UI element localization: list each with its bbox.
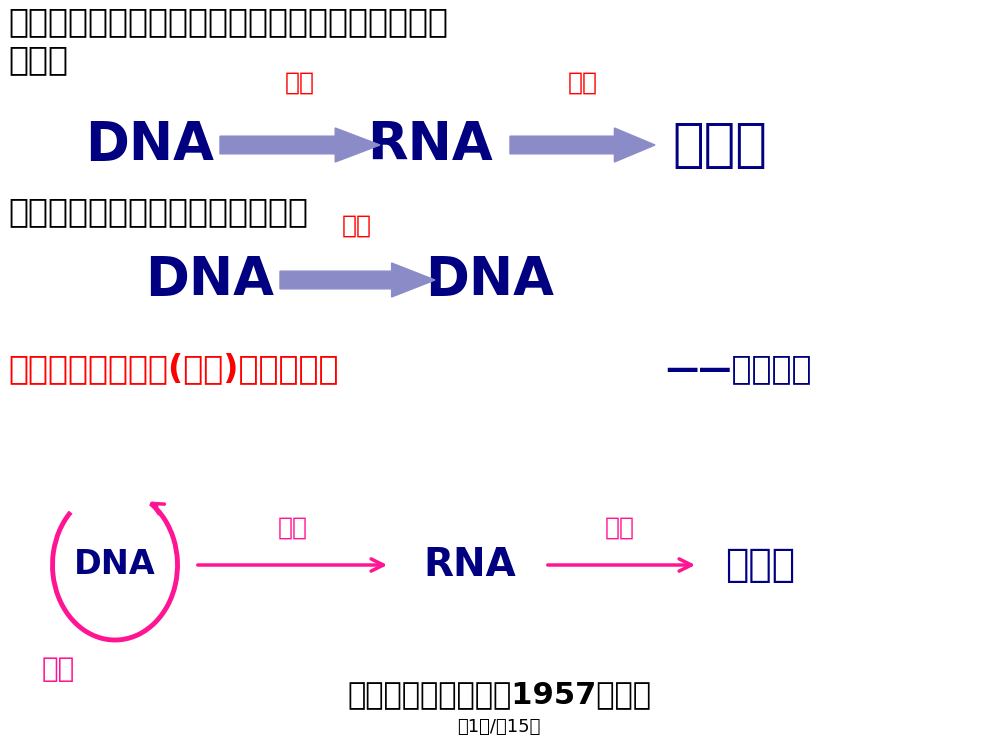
Text: 转录: 转录 — [278, 516, 308, 540]
Text: 遗传信息在什么过程发生了传递？: 遗传信息在什么过程发生了传递？ — [8, 195, 308, 228]
Text: RNA: RNA — [424, 546, 516, 584]
Text: 翻译: 翻译 — [568, 71, 598, 95]
Text: 复制: 复制 — [41, 655, 75, 683]
Text: DNA: DNA — [86, 119, 215, 171]
Text: 根据基因指导蛋白质的合成过程画一张遗传信息流: 根据基因指导蛋白质的合成过程画一张遗传信息流 — [8, 5, 448, 38]
Text: DNA: DNA — [426, 254, 554, 306]
Text: 程图：: 程图： — [8, 43, 68, 76]
Text: RNA: RNA — [367, 119, 493, 171]
FancyArrow shape — [280, 263, 435, 297]
Text: 转录: 转录 — [285, 71, 315, 95]
FancyArrow shape — [220, 128, 380, 162]
Text: 复制: 复制 — [342, 214, 372, 238]
Text: 第1页/共15页: 第1页/共15页 — [458, 718, 540, 736]
Text: DNA: DNA — [74, 548, 156, 581]
Text: 一、遗传信息流向(传递)的一般规律: 一、遗传信息流向(传递)的一般规律 — [8, 352, 339, 385]
Text: ——中心法则: ——中心法则 — [665, 352, 811, 385]
Text: 蛋白质: 蛋白质 — [725, 546, 795, 584]
Text: 翻译: 翻译 — [605, 516, 635, 540]
Text: 中心法则由克里克在1957年预见: 中心法则由克里克在1957年预见 — [347, 680, 651, 709]
Text: 蛋白质: 蛋白质 — [672, 119, 767, 171]
Text: DNA: DNA — [146, 254, 275, 306]
FancyArrow shape — [510, 128, 655, 162]
